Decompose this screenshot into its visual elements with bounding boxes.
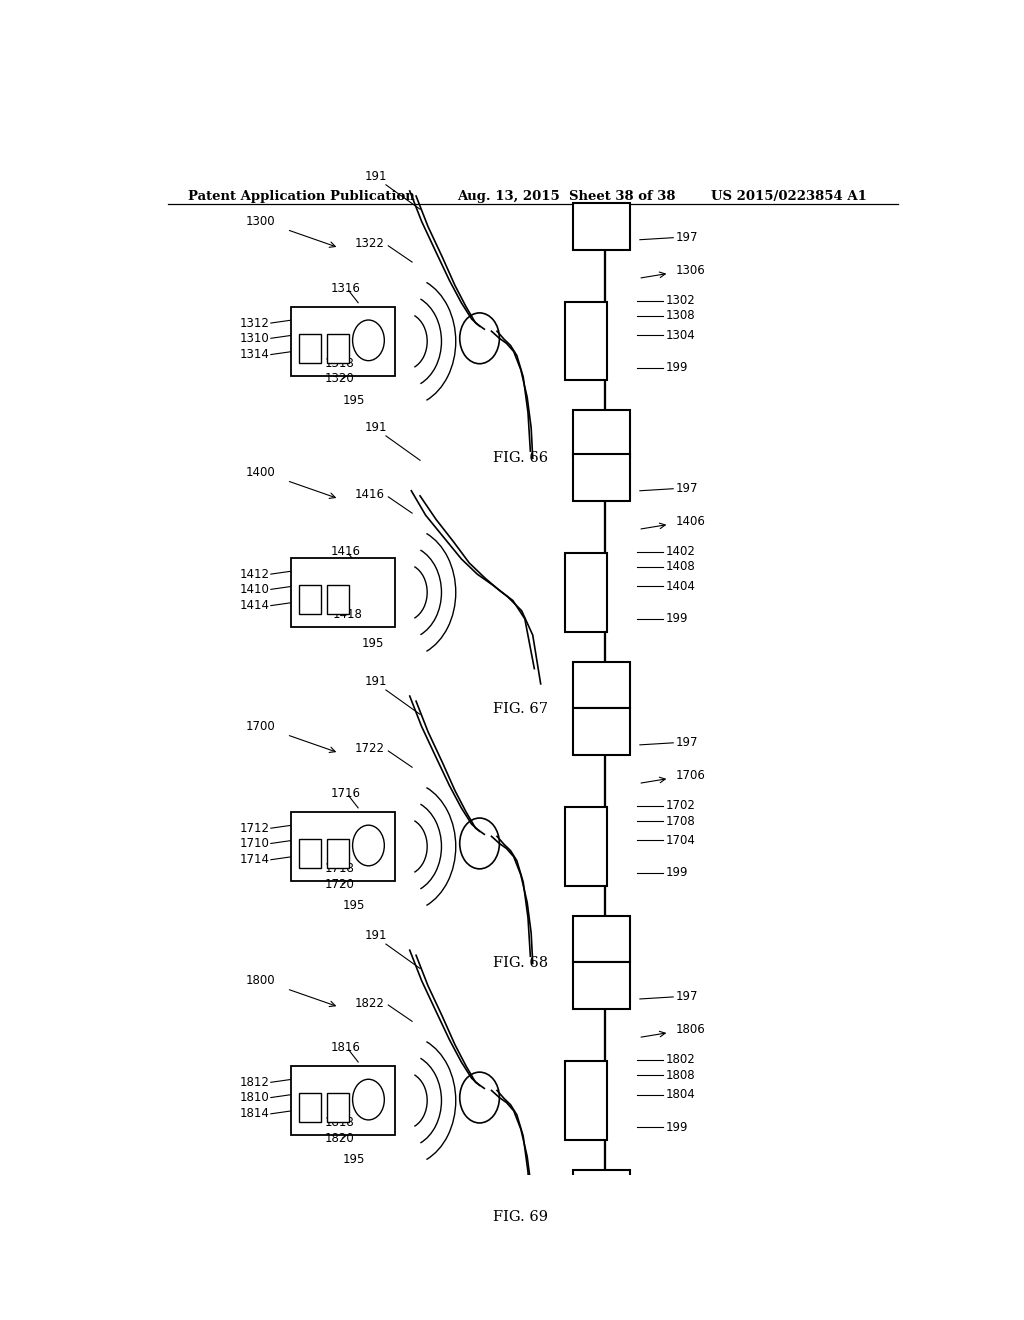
Text: 197: 197 — [676, 482, 698, 495]
Text: 1310: 1310 — [240, 331, 269, 345]
Text: 191: 191 — [365, 421, 387, 434]
Text: 1806: 1806 — [676, 1023, 706, 1036]
Text: 1708: 1708 — [666, 814, 696, 828]
Text: Aug. 13, 2015  Sheet 38 of 38: Aug. 13, 2015 Sheet 38 of 38 — [458, 190, 676, 203]
Text: 191: 191 — [365, 929, 387, 942]
Text: 1816: 1816 — [331, 1041, 360, 1055]
Text: 1306: 1306 — [676, 264, 706, 277]
Bar — [573, 661, 631, 709]
Text: 1300: 1300 — [246, 215, 275, 228]
Text: 1314: 1314 — [240, 348, 269, 362]
Bar — [573, 709, 631, 755]
Bar — [299, 1093, 321, 1122]
Text: 1410: 1410 — [240, 583, 269, 595]
Text: 1802: 1802 — [666, 1053, 696, 1067]
Bar — [573, 916, 631, 962]
Text: 1312: 1312 — [240, 317, 269, 330]
Text: 1706: 1706 — [676, 768, 706, 781]
Text: 1714: 1714 — [240, 853, 269, 866]
Text: 1408: 1408 — [666, 561, 696, 573]
Text: 1416: 1416 — [354, 488, 384, 502]
Text: 1800: 1800 — [246, 974, 275, 987]
Text: 197: 197 — [676, 231, 698, 244]
Text: 195: 195 — [343, 393, 366, 407]
Bar — [291, 306, 395, 376]
Text: 1400: 1400 — [246, 466, 275, 479]
Bar — [299, 334, 321, 363]
Text: 1822: 1822 — [354, 997, 384, 1010]
Text: 1804: 1804 — [666, 1088, 696, 1101]
Text: 1316: 1316 — [331, 282, 360, 294]
Text: 1718: 1718 — [325, 862, 354, 875]
Bar — [565, 808, 606, 886]
Text: Patent Application Publication: Patent Application Publication — [187, 190, 415, 203]
Text: 199: 199 — [666, 362, 688, 375]
Text: 1304: 1304 — [666, 329, 696, 342]
Text: 1702: 1702 — [666, 800, 696, 812]
Text: 1810: 1810 — [240, 1092, 269, 1104]
Text: 1716: 1716 — [331, 787, 360, 800]
Text: 1414: 1414 — [240, 599, 269, 612]
Text: 197: 197 — [676, 990, 698, 1003]
Text: FIG. 68: FIG. 68 — [494, 957, 549, 970]
Text: 195: 195 — [361, 636, 384, 649]
Text: 1700: 1700 — [246, 721, 275, 733]
Bar — [328, 334, 349, 363]
Text: FIG. 66: FIG. 66 — [494, 451, 549, 465]
Text: 1416: 1416 — [331, 545, 360, 558]
Bar — [291, 812, 395, 880]
Text: 1406: 1406 — [676, 515, 706, 528]
Text: 1322: 1322 — [354, 238, 384, 251]
Bar — [573, 1170, 631, 1217]
Text: 1404: 1404 — [666, 579, 696, 593]
Text: 1320: 1320 — [325, 372, 354, 385]
Text: 199: 199 — [666, 866, 688, 879]
Bar — [573, 411, 631, 457]
Bar — [299, 585, 321, 614]
Text: 1808: 1808 — [666, 1069, 695, 1081]
Bar — [328, 585, 349, 614]
Text: 1402: 1402 — [666, 545, 696, 558]
Bar — [565, 1061, 606, 1139]
Text: 191: 191 — [365, 170, 387, 182]
Text: 197: 197 — [676, 737, 698, 750]
Bar — [328, 840, 349, 867]
Text: 1818: 1818 — [325, 1117, 354, 1130]
Text: 1302: 1302 — [666, 294, 696, 308]
Text: 195: 195 — [343, 899, 366, 912]
Bar — [291, 558, 395, 627]
Text: 1318: 1318 — [325, 358, 354, 370]
Text: 199: 199 — [666, 612, 688, 626]
Text: 1812: 1812 — [240, 1076, 269, 1089]
Text: FIG. 69: FIG. 69 — [494, 1210, 548, 1225]
Text: 195: 195 — [343, 1154, 366, 1166]
Text: US 2015/0223854 A1: US 2015/0223854 A1 — [712, 190, 867, 203]
Bar — [573, 454, 631, 500]
Text: 1704: 1704 — [666, 834, 696, 847]
Text: 1820: 1820 — [325, 1131, 354, 1144]
Bar — [328, 1093, 349, 1122]
Bar — [565, 302, 606, 380]
Text: 199: 199 — [666, 1121, 688, 1134]
Text: 1712: 1712 — [240, 822, 269, 834]
Text: 1710: 1710 — [240, 837, 269, 850]
Bar — [565, 553, 606, 631]
Bar — [291, 1067, 395, 1135]
Text: 1720: 1720 — [325, 878, 354, 891]
Text: 1722: 1722 — [354, 742, 384, 755]
Text: 1308: 1308 — [666, 309, 695, 322]
Text: 1418: 1418 — [333, 609, 362, 622]
Bar — [573, 203, 631, 249]
Text: 191: 191 — [365, 675, 387, 688]
Bar — [299, 840, 321, 867]
Text: 1412: 1412 — [240, 568, 269, 581]
Text: FIG. 67: FIG. 67 — [494, 702, 548, 717]
Bar — [573, 962, 631, 1008]
Text: 1814: 1814 — [240, 1107, 269, 1121]
